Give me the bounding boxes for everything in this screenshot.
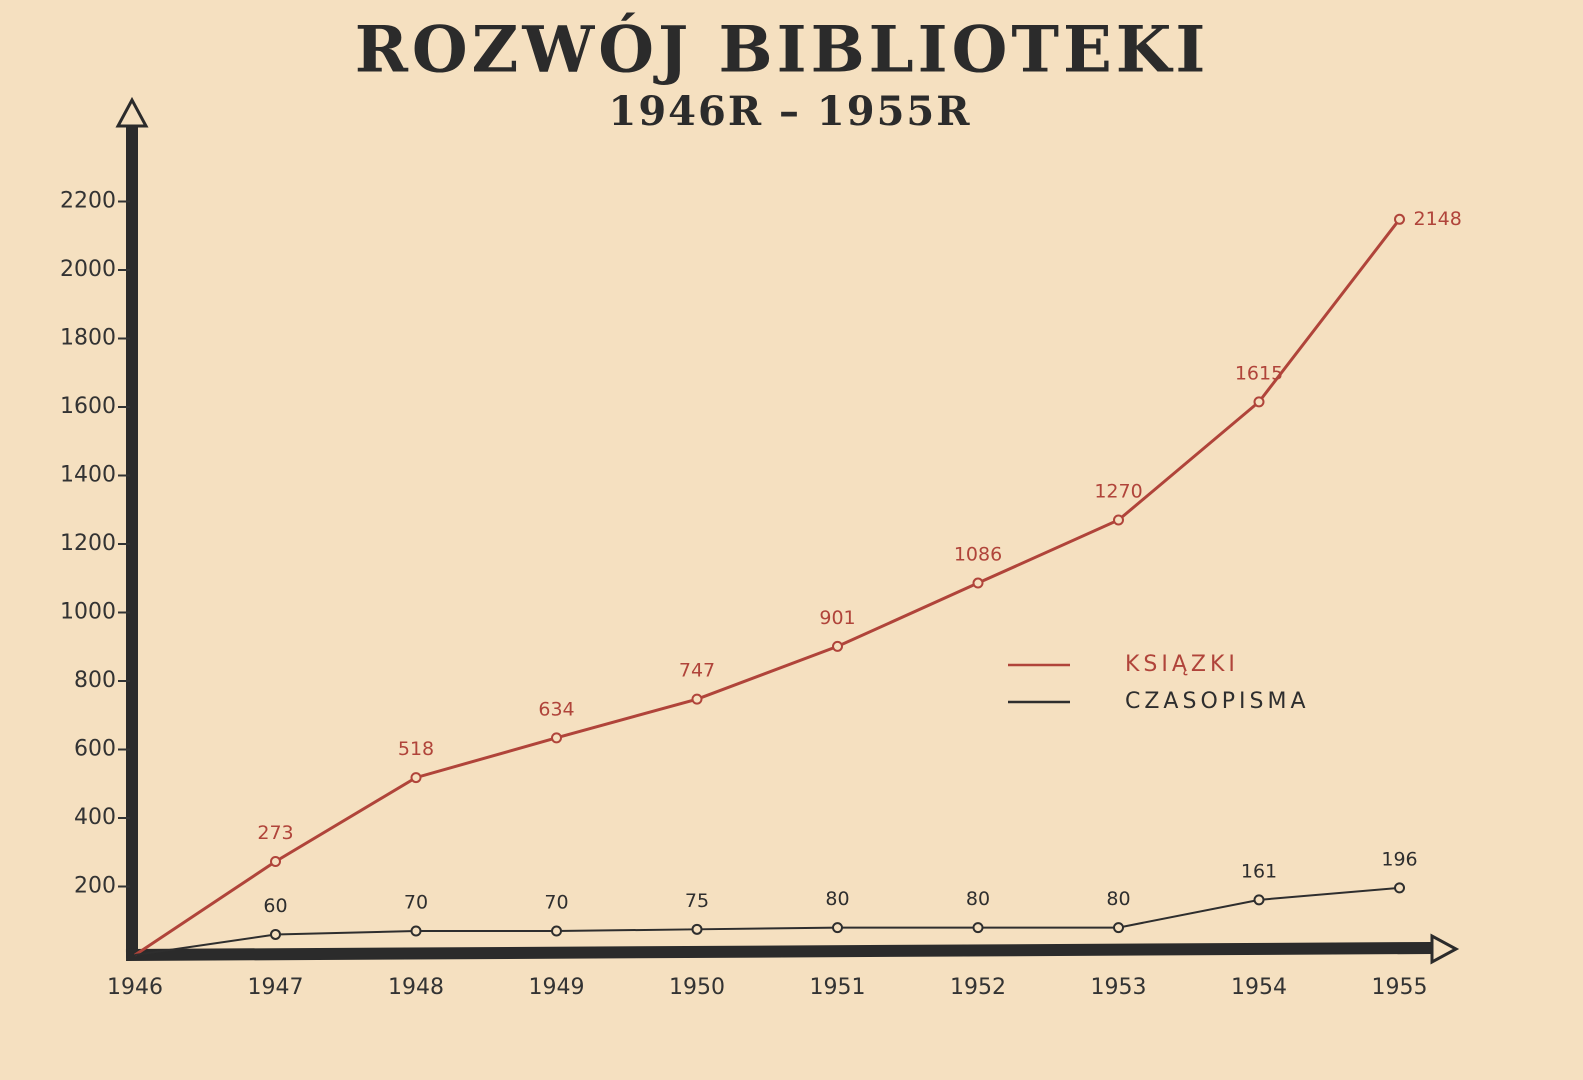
x-tick-label: 1953 xyxy=(1091,975,1147,1000)
data-point xyxy=(691,693,703,705)
data-label: 518 xyxy=(398,738,434,760)
x-tick-label: 1949 xyxy=(529,975,585,1000)
data-point xyxy=(1113,922,1124,934)
data-label: 634 xyxy=(538,698,574,720)
data-point xyxy=(270,855,281,867)
data-point xyxy=(1253,894,1265,906)
y-tick-label: 1800 xyxy=(60,326,116,351)
data-point xyxy=(972,577,984,589)
data-label: 161 xyxy=(1241,860,1277,882)
data-point xyxy=(832,640,843,652)
data-label: 2148 xyxy=(1414,208,1462,230)
x-tick-label: 1951 xyxy=(810,975,866,1000)
chart-subtitle: 1946R – 1955R xyxy=(609,88,972,135)
x-tick-label: 1946 xyxy=(107,975,163,1000)
data-point xyxy=(1253,396,1265,408)
data-point xyxy=(410,925,422,937)
data-label: 1270 xyxy=(1094,481,1142,503)
series-line xyxy=(134,218,1401,957)
data-point xyxy=(551,925,562,937)
series-line xyxy=(134,886,1400,956)
x-axis-arrow xyxy=(1430,933,1460,965)
data-point xyxy=(1394,213,1405,225)
data-label: 901 xyxy=(819,607,855,629)
x-tick-label: 1955 xyxy=(1372,975,1428,1000)
x-axis xyxy=(125,942,1433,961)
data-point xyxy=(410,772,422,784)
data-point xyxy=(551,732,562,744)
y-tick-label: 400 xyxy=(74,805,116,830)
y-tick-label: 1000 xyxy=(60,600,116,625)
data-point xyxy=(270,928,281,940)
data-label: 747 xyxy=(679,660,715,682)
x-tick-label: 1954 xyxy=(1231,975,1287,1000)
data-label: 70 xyxy=(544,892,568,914)
data-label: 196 xyxy=(1381,848,1417,870)
data-label: 70 xyxy=(404,892,428,914)
y-tick-label: 1200 xyxy=(60,531,116,556)
chart-title: ROZWÓJ BIBLIOTEKI xyxy=(355,13,1210,88)
y-axis-arrow xyxy=(115,96,149,128)
data-label: 1086 xyxy=(954,544,1002,566)
data-point xyxy=(691,923,703,935)
y-tick-label: 600 xyxy=(74,737,116,762)
y-tick-label: 1600 xyxy=(60,394,116,419)
data-point xyxy=(1113,514,1124,526)
y-tick-label: 2000 xyxy=(60,257,116,282)
x-tick-label: 1952 xyxy=(950,975,1006,1000)
data-label: 75 xyxy=(685,890,709,912)
data-label: 80 xyxy=(825,888,849,910)
data-label: 80 xyxy=(1106,888,1130,910)
data-label: 273 xyxy=(257,822,293,844)
data-point xyxy=(1394,882,1405,894)
data-point xyxy=(972,922,984,934)
data-label: 60 xyxy=(263,895,287,917)
data-point xyxy=(832,922,843,934)
y-tick-label: 2200 xyxy=(60,189,116,214)
y-tick-label: 200 xyxy=(74,874,116,899)
x-tick-label: 1947 xyxy=(248,975,304,1000)
x-tick-label: 1948 xyxy=(388,975,444,1000)
data-label: 80 xyxy=(966,888,990,910)
legend-label: KSIĄZKI xyxy=(1125,652,1239,677)
y-tick-label: 800 xyxy=(74,668,116,693)
legend-label: CZASOPISMA xyxy=(1125,689,1310,714)
y-tick-label: 1400 xyxy=(60,463,116,488)
x-tick-label: 1950 xyxy=(669,975,725,1000)
data-label: 1615 xyxy=(1235,362,1283,384)
